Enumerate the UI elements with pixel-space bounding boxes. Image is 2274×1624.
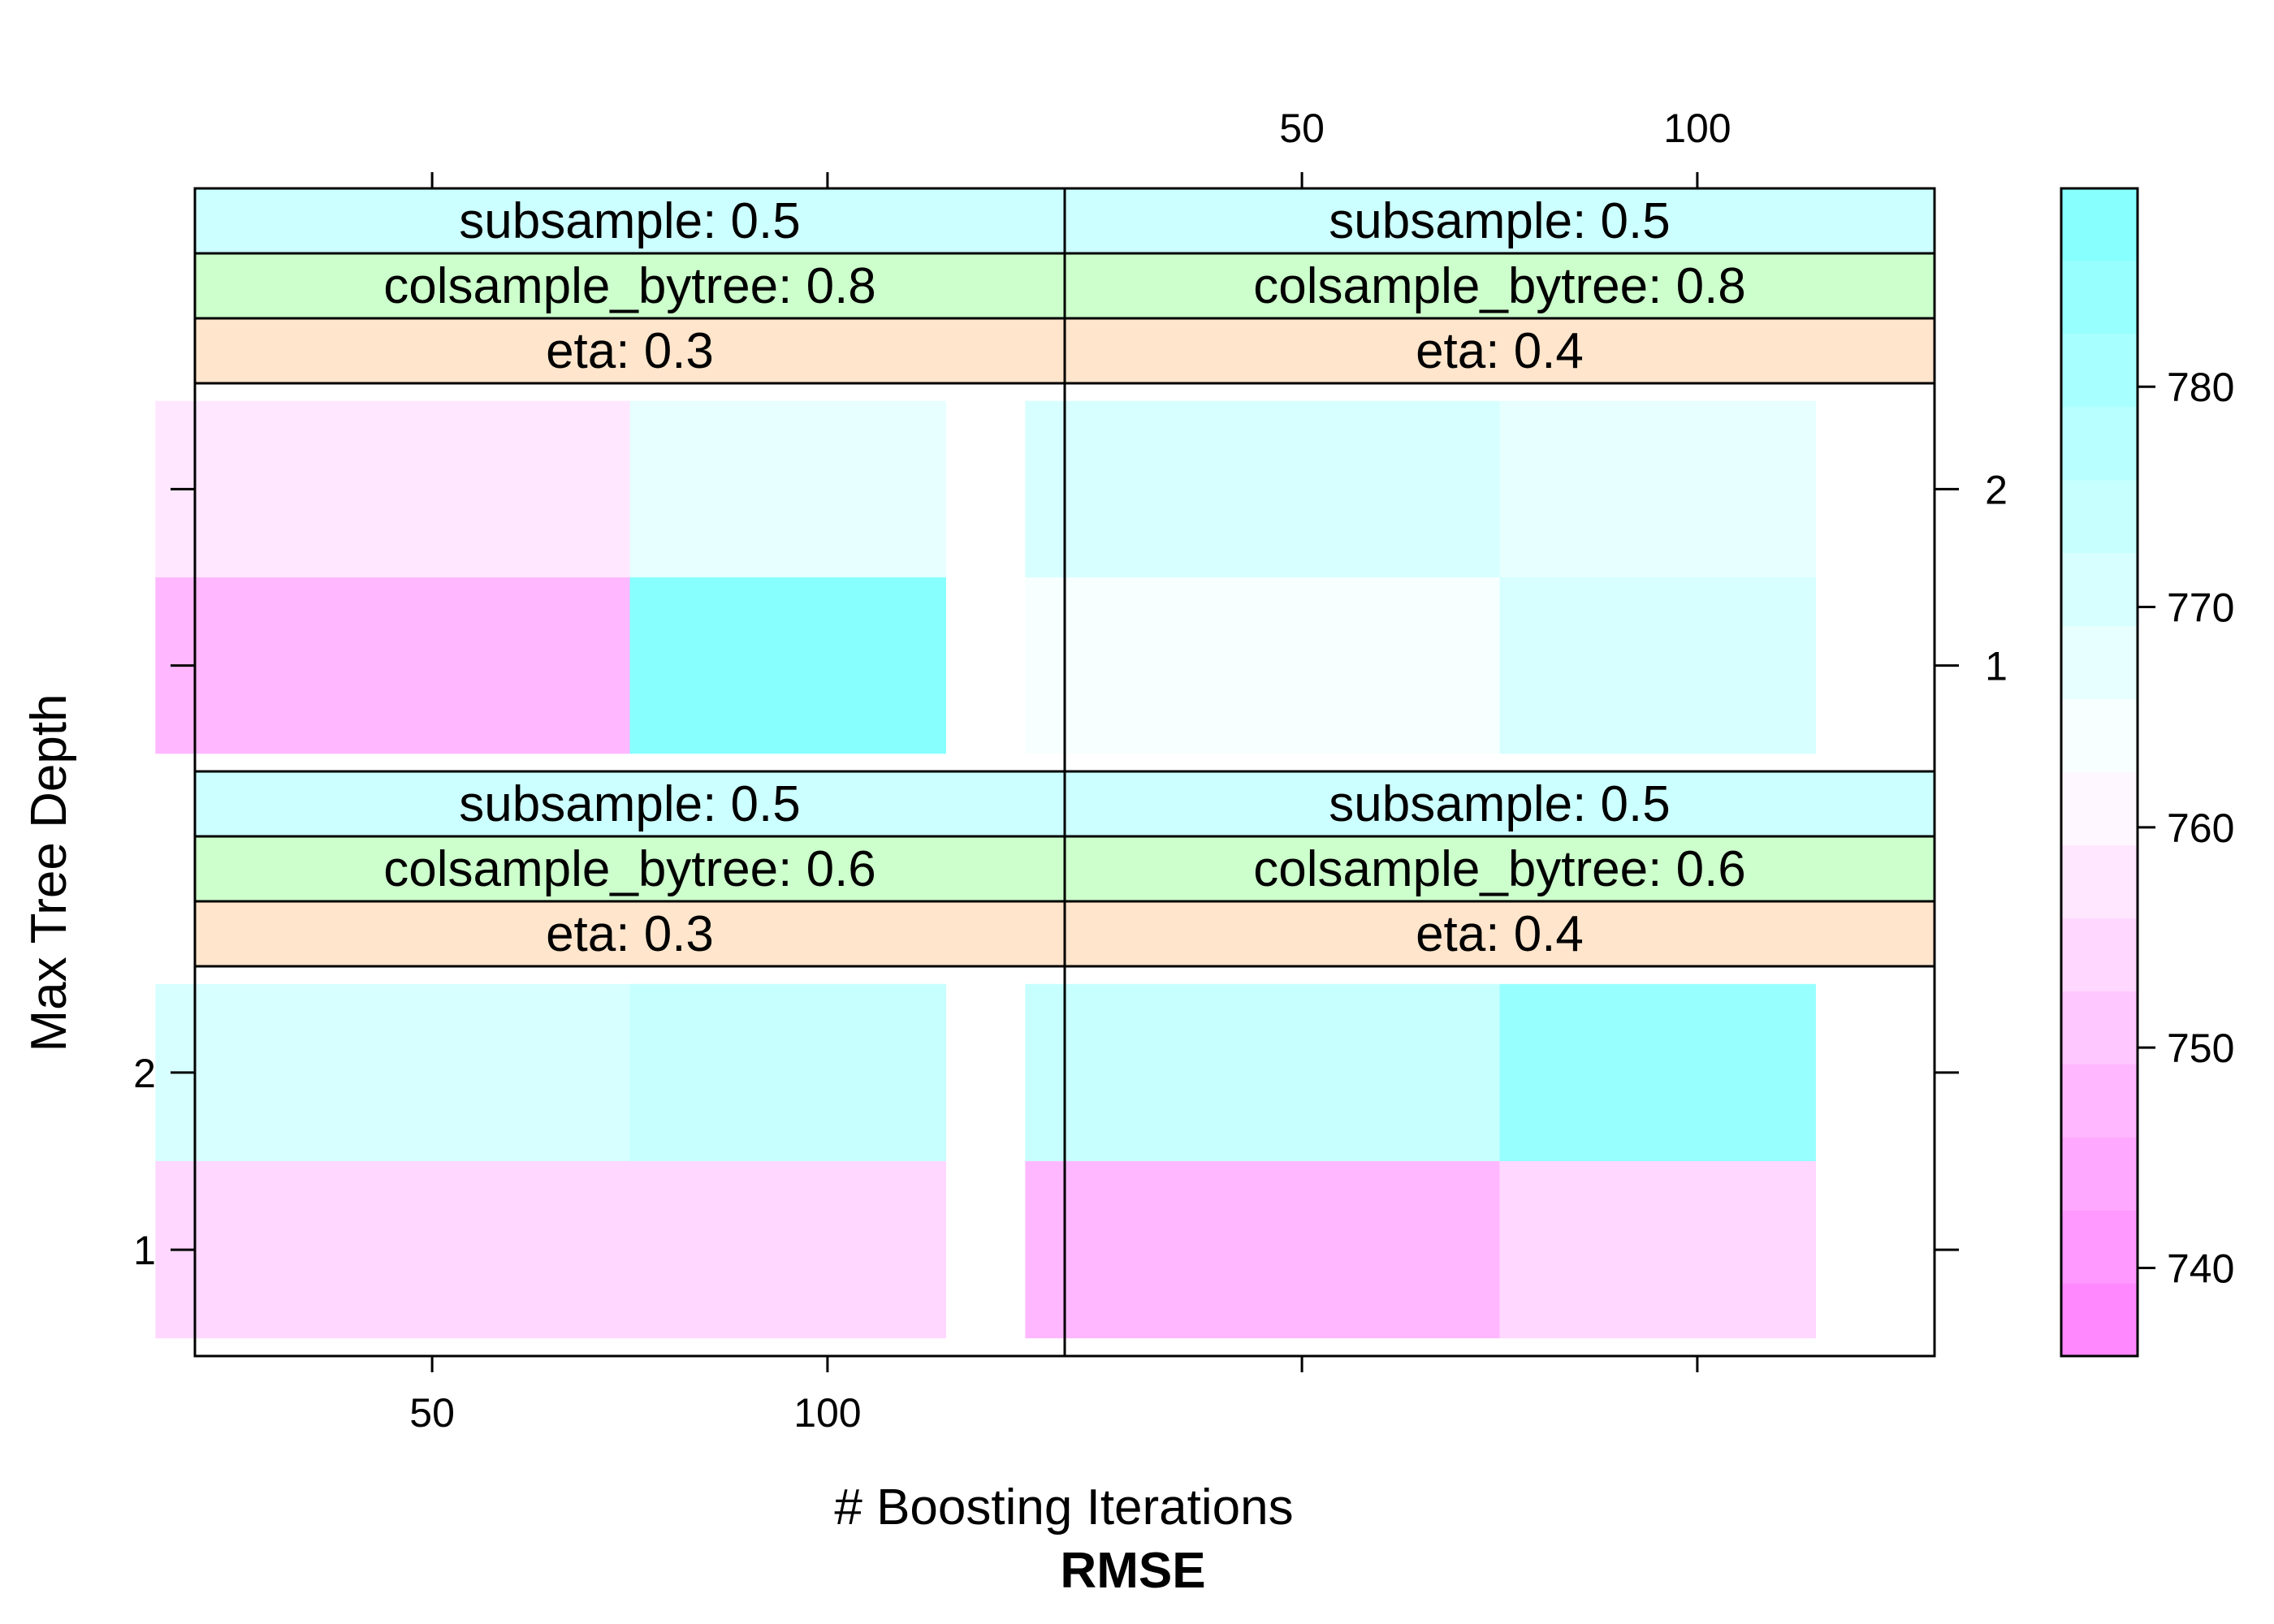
strip-eta xyxy=(1063,900,1936,968)
y-tick-label: 2 xyxy=(133,1051,156,1096)
strip-label-subsample: subsample: 0.5 xyxy=(1329,193,1670,249)
x-axis-label: # Boosting Iterations xyxy=(834,1479,1293,1535)
panel-2: subsample: 0.5 colsample_bytree: 0.8 eta: … xyxy=(1025,187,1936,773)
colorbar-band xyxy=(2061,918,2138,991)
panel-1: subsample: 0.5 colsample_bytree: 0.8 eta: … xyxy=(155,187,1066,773)
x-tick-label: 50 xyxy=(1279,106,1325,151)
heatmap-cell xyxy=(629,577,946,754)
colorbar-band xyxy=(2061,261,2138,335)
strip-label-eta: eta: 0.3 xyxy=(546,323,714,379)
heatmap-cell xyxy=(155,1161,630,1339)
axes: 50 100 50 100 1 2 1 2 xyxy=(133,106,2008,1436)
x-tick-label: 100 xyxy=(1663,106,1731,151)
heatmap-cell xyxy=(1499,983,1816,1161)
y-tick-label: 1 xyxy=(1985,644,2008,689)
heatmap-cell xyxy=(629,1161,946,1339)
colorbar: 740 750 760 770 780 xyxy=(2060,187,2234,1358)
strip-subsample xyxy=(1063,770,1936,838)
heatmap-cell xyxy=(1499,1161,1816,1339)
x-tick-label: 100 xyxy=(793,1390,861,1436)
heatmap-cell xyxy=(155,983,630,1161)
colorbar-band xyxy=(2061,553,2138,627)
colorbar-band xyxy=(2061,407,2138,481)
y-tick-label: 2 xyxy=(1985,467,2008,512)
y-axis-label: Max Tree Depth xyxy=(21,693,77,1052)
panels: subsample: 0.5 colsample_bytree: 0.8 eta: … xyxy=(155,187,1936,1358)
strip-label-colsample_bytree: colsample_bytree: 0.8 xyxy=(383,258,876,314)
heatmap-cell xyxy=(155,577,630,754)
colorbar-title: RMSE xyxy=(1060,1543,1205,1599)
colorbar-tick-label: 780 xyxy=(2167,365,2234,410)
colorbar-band xyxy=(2061,1210,2138,1284)
strip-colsample_bytree xyxy=(1063,835,1936,903)
strip-label-colsample_bytree: colsample_bytree: 0.6 xyxy=(1253,841,1746,897)
colorbar-band xyxy=(2061,699,2138,772)
colorbar-band xyxy=(2061,1137,2138,1211)
heatmap-cell xyxy=(1499,400,1816,577)
heatmap-cell xyxy=(1025,400,1500,577)
colorbar-band xyxy=(2061,480,2138,554)
colorbar-band xyxy=(2061,844,2138,918)
strip-subsample xyxy=(1063,187,1936,255)
strip-eta xyxy=(1063,317,1936,385)
colorbar-tick-label: 750 xyxy=(2167,1026,2234,1071)
strip-label-subsample: subsample: 0.5 xyxy=(459,193,800,249)
colorbar-band xyxy=(2061,991,2138,1065)
colorbar-tick-label: 760 xyxy=(2167,806,2234,851)
strip-label-eta: eta: 0.4 xyxy=(1416,323,1584,379)
colorbar-band xyxy=(2061,1283,2138,1356)
panel-4: subsample: 0.5 colsample_bytree: 0.6 eta: … xyxy=(1025,770,1936,1358)
strip-label-eta: eta: 0.3 xyxy=(546,906,714,962)
strip-label-subsample: subsample: 0.5 xyxy=(459,776,800,832)
y-tick-label: 1 xyxy=(133,1228,156,1273)
colorbar-band xyxy=(2061,1064,2138,1138)
strip-colsample_bytree xyxy=(193,252,1066,320)
strip-eta xyxy=(193,317,1066,385)
colorbar-tick-label: 770 xyxy=(2167,585,2234,631)
strip-subsample xyxy=(193,770,1066,838)
colorbar-band xyxy=(2061,626,2138,700)
strip-label-subsample: subsample: 0.5 xyxy=(1329,776,1670,832)
colorbar-band xyxy=(2061,772,2138,845)
heatmap-cell xyxy=(1499,577,1816,754)
strip-label-eta: eta: 0.4 xyxy=(1416,906,1584,962)
heatmap-cell xyxy=(629,983,946,1161)
heatmap-cell xyxy=(1025,1161,1500,1339)
colorbar-border xyxy=(2060,187,2139,1358)
strip-label-colsample_bytree: colsample_bytree: 0.8 xyxy=(1253,258,1746,314)
colorbar-band xyxy=(2061,334,2138,408)
panel-3: subsample: 0.5 colsample_bytree: 0.6 eta: … xyxy=(155,770,1066,1358)
heatmap-cell xyxy=(1025,577,1500,754)
colorbar-tick-label: 740 xyxy=(2167,1246,2234,1291)
heatmap-cell xyxy=(155,400,630,577)
strip-label-colsample_bytree: colsample_bytree: 0.6 xyxy=(383,841,876,897)
strip-subsample xyxy=(193,187,1066,255)
x-tick-label: 50 xyxy=(409,1390,455,1436)
panel-border xyxy=(1063,965,1936,1358)
colorbar-band xyxy=(2061,188,2138,261)
heatmap-cell xyxy=(1025,983,1500,1161)
heatmap-cell xyxy=(629,400,946,577)
